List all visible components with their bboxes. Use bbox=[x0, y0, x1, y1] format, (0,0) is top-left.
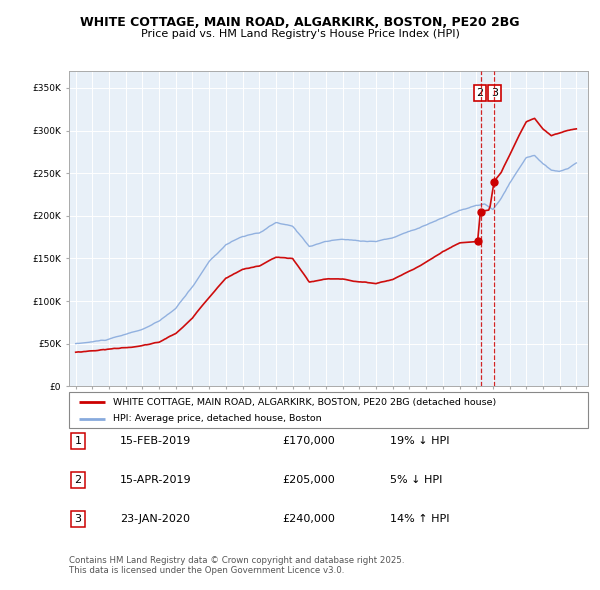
Text: WHITE COTTAGE, MAIN ROAD, ALGARKIRK, BOSTON, PE20 2BG (detached house): WHITE COTTAGE, MAIN ROAD, ALGARKIRK, BOS… bbox=[113, 398, 496, 407]
Text: £240,000: £240,000 bbox=[282, 514, 335, 524]
Text: 3: 3 bbox=[74, 514, 82, 524]
Text: WHITE COTTAGE, MAIN ROAD, ALGARKIRK, BOSTON, PE20 2BG: WHITE COTTAGE, MAIN ROAD, ALGARKIRK, BOS… bbox=[80, 16, 520, 29]
Text: 2: 2 bbox=[74, 475, 82, 484]
Text: 3: 3 bbox=[491, 88, 498, 98]
Text: 15-FEB-2019: 15-FEB-2019 bbox=[120, 436, 191, 445]
Text: HPI: Average price, detached house, Boston: HPI: Average price, detached house, Bost… bbox=[113, 414, 322, 424]
Text: This data is licensed under the Open Government Licence v3.0.: This data is licensed under the Open Gov… bbox=[69, 566, 344, 575]
Text: 15-APR-2019: 15-APR-2019 bbox=[120, 475, 191, 484]
Text: 14% ↑ HPI: 14% ↑ HPI bbox=[390, 514, 449, 524]
Text: 5% ↓ HPI: 5% ↓ HPI bbox=[390, 475, 442, 484]
Text: 2: 2 bbox=[476, 88, 484, 98]
FancyBboxPatch shape bbox=[69, 392, 588, 428]
Text: 23-JAN-2020: 23-JAN-2020 bbox=[120, 514, 190, 524]
Text: 19% ↓ HPI: 19% ↓ HPI bbox=[390, 436, 449, 445]
Text: 1: 1 bbox=[74, 436, 82, 445]
Text: Contains HM Land Registry data © Crown copyright and database right 2025.: Contains HM Land Registry data © Crown c… bbox=[69, 556, 404, 565]
Text: £170,000: £170,000 bbox=[282, 436, 335, 445]
Text: £205,000: £205,000 bbox=[282, 475, 335, 484]
Text: Price paid vs. HM Land Registry's House Price Index (HPI): Price paid vs. HM Land Registry's House … bbox=[140, 30, 460, 39]
